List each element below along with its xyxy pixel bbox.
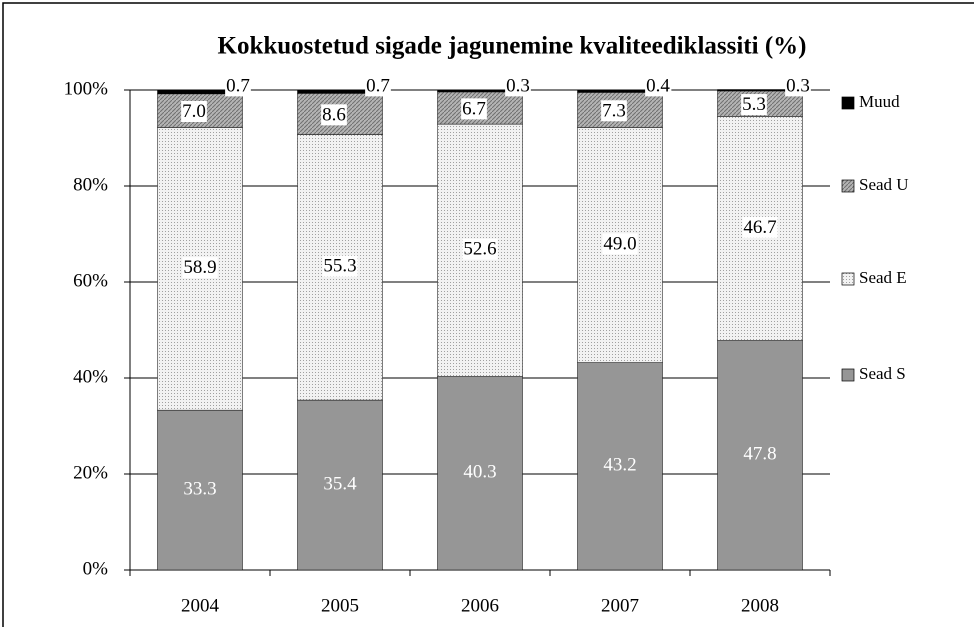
legend-swatch [841,272,855,286]
data-label: 52.6 [463,239,496,260]
label-box [182,257,218,279]
y-tick-label: 0% [83,558,109,579]
label-box [505,75,531,97]
y-tick-label: 20% [73,462,108,483]
legend-label: Sead E [859,268,907,287]
bar-segment [157,409,243,571]
label-box [225,75,251,97]
label-box [321,104,347,126]
data-label: 5.3 [742,94,766,115]
legend-label: Muud [859,92,900,111]
legend-swatch [841,96,855,110]
data-label: 47.8 [743,444,776,465]
data-label: 46.7 [743,217,776,238]
x-tick-label: 2006 [461,595,499,616]
legend-label: Sead U [859,175,909,194]
data-label: 43.2 [603,455,636,476]
data-label: 6.7 [462,98,486,119]
bar-segment [437,376,523,571]
data-label: 33.3 [183,478,216,499]
x-tick-label: 2005 [321,595,359,616]
bar-segment [297,399,383,571]
label-box [645,75,672,97]
label-box [365,75,391,97]
chart-title: Kokkuostetud sigade jagunemine kvaliteed… [218,33,807,60]
data-label: 40.3 [463,462,496,483]
legend-label: Sead S [859,364,906,383]
label-box [181,100,207,122]
data-label: 35.4 [323,473,357,494]
label-box [461,98,487,120]
data-label: 0.7 [366,75,390,96]
data-label: 0.3 [786,75,810,96]
y-tick-label: 40% [73,366,108,387]
label-box [742,216,778,238]
x-tick-label: 2008 [741,595,779,616]
legend-swatch [841,368,855,382]
label-box [785,75,811,97]
y-tick-label: 100% [64,78,109,99]
label-box [741,94,767,116]
y-tick-label: 60% [73,270,108,291]
label-box [602,233,638,255]
legend-swatch [841,179,855,193]
x-tick-label: 2007 [601,595,639,616]
data-label: 55.3 [323,256,356,277]
data-label: 7.3 [602,100,626,121]
label-box [601,100,627,122]
bar-segment [577,362,663,571]
data-label: 0.3 [506,75,530,96]
x-tick-label: 2004 [181,595,220,616]
data-label: 0.4 [646,75,670,96]
data-label: 0.7 [226,75,250,96]
data-label: 8.6 [322,104,346,125]
data-label: 7.0 [182,101,206,122]
label-box [322,255,358,277]
y-tick-label: 80% [73,174,108,195]
data-label: 58.9 [183,257,216,278]
label-box [462,238,498,260]
data-label: 49.0 [603,233,636,254]
